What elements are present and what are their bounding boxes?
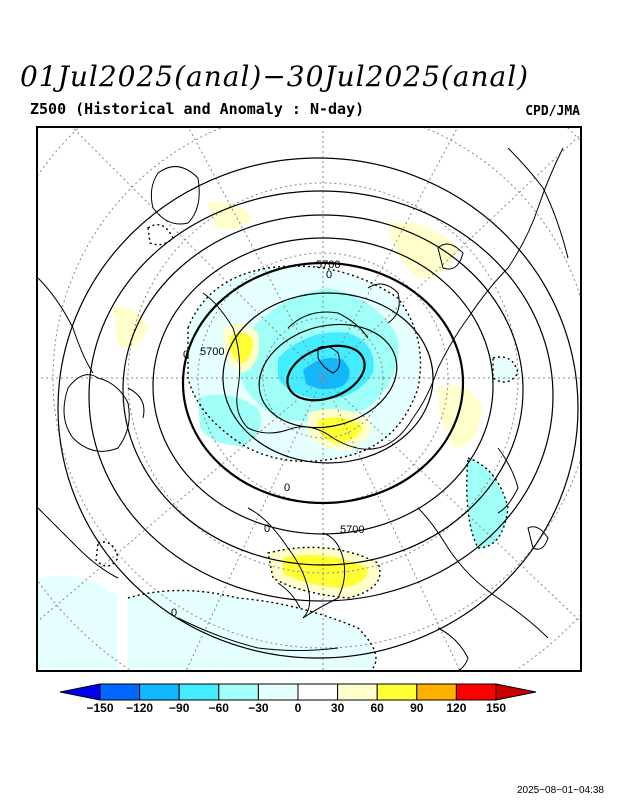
colorbar-box (99, 683, 141, 701)
anomaly-negative-arctic-center (303, 357, 350, 390)
lat-lon-grid (38, 128, 580, 670)
colorbar-tick-label: −90 (169, 701, 190, 715)
colorbar-tick-label: 150 (485, 701, 507, 715)
colorbar-box (455, 683, 497, 701)
colorbar-box (139, 683, 180, 701)
colorbar-tick-label: −150 (86, 701, 114, 715)
anomaly-negative-small (493, 357, 518, 382)
anomaly-positive-westatlantic (113, 307, 148, 348)
colorbar-end-high (495, 683, 537, 701)
polar-map-svg: 5700 5700 5700 0 0 0 0 0 (38, 128, 580, 670)
colorbar-box (218, 683, 259, 701)
colorbar-box (178, 683, 220, 701)
colorbar-tick-label: 0 (294, 701, 302, 715)
anomaly-positive-siberia-core (318, 417, 363, 444)
map-title: 01Jul2025(anal)−30Jul2025(anal) (20, 60, 530, 93)
contour-label-0-north: 0 (326, 269, 332, 281)
anomaly-positive-alaska (208, 202, 253, 230)
anomaly-negative-south (38, 575, 118, 670)
polar-map: 5700 5700 5700 0 0 0 0 0 (36, 126, 582, 672)
anomaly-positive-europe-core (230, 332, 253, 364)
colorbar-tick-label: 90 (410, 701, 424, 715)
colorbar-tick-label: 120 (446, 701, 467, 715)
anomaly-positive-japan-core (283, 554, 368, 588)
colorbar-box (376, 683, 418, 701)
colorbar-tick-label: −30 (248, 701, 269, 715)
anomaly-negative-atlantic (198, 394, 261, 446)
contour-label-5700-north: 5700 (316, 259, 340, 271)
contour-label-5700-west: 5700 (200, 346, 224, 358)
anomaly-negative-large (128, 590, 376, 670)
contour-label-group: 5700 5700 5700 0 0 0 0 0 (171, 259, 364, 619)
colorbar-box (297, 683, 339, 701)
contour-label-0-southwest: 0 (171, 607, 177, 619)
contour-label-5700-south: 5700 (340, 524, 364, 536)
anomaly-positive-canada (388, 222, 458, 278)
colorbar-box (337, 683, 378, 701)
timestamp: 2025−08−01−04:38 (516, 785, 604, 796)
height-contours (57, 157, 579, 659)
anomaly-positive-pacific (438, 385, 483, 448)
colorbar-box (257, 683, 299, 701)
anomaly-negative-pacific-east (466, 458, 508, 548)
map-subtitle: Z500 (Historical and Anomaly : N-day) (30, 100, 365, 118)
contour-label-0-center: 0 (284, 482, 290, 494)
contour-label-0-south: 0 (264, 523, 270, 535)
colorbar-tick-label: −120 (126, 701, 154, 715)
colorbar-tick-label: 60 (370, 701, 384, 715)
colorbar-end-low (59, 683, 101, 701)
colorbar-svg (59, 683, 537, 701)
colorbar-box (416, 683, 457, 701)
colorbar-tick-label: 30 (330, 701, 345, 715)
colorbar-tick-label: −60 (208, 701, 229, 715)
colorbar: −150 −120 −90 −60 −30 0 30 60 90 120 150 (59, 683, 537, 717)
source-label: CPD/JMA (525, 104, 580, 119)
contour-label-0-west: 0 (183, 349, 189, 361)
